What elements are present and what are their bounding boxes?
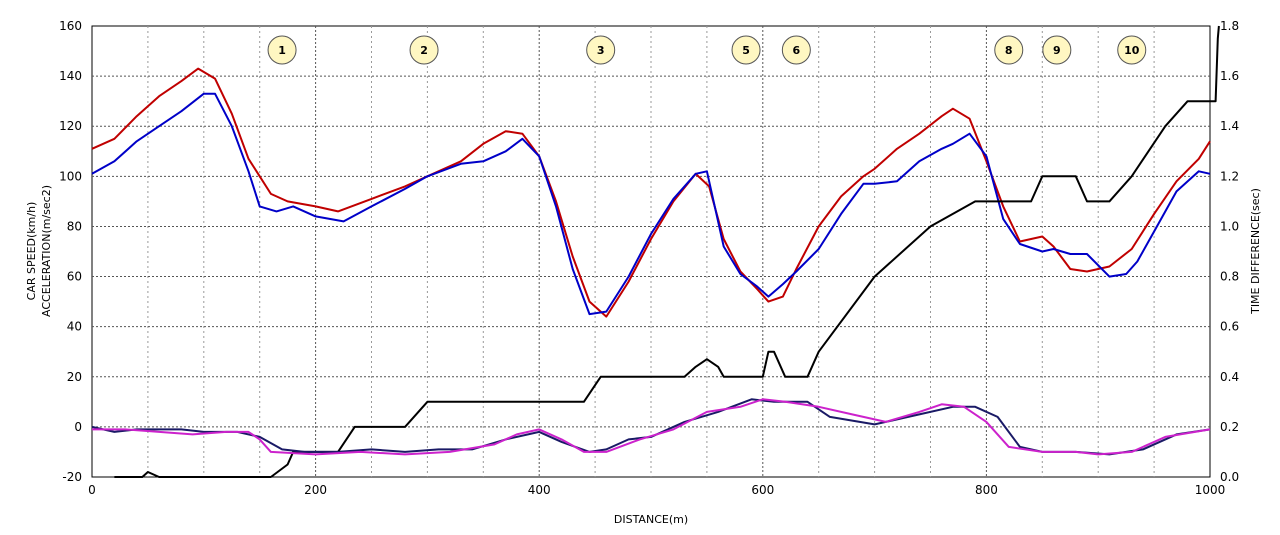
corner-marker-circle [1042, 35, 1072, 65]
y-axis-label-acceleration: ACCELERATION(m/sec2) [40, 185, 53, 317]
x-tick-label: 200 [304, 483, 327, 497]
corner-marker-label: 10 [1124, 44, 1140, 57]
y-left-tick-label: 0 [74, 420, 82, 434]
y-right-tick-label: 1.2 [1220, 169, 1239, 183]
y-axis-label-speed: CAR SPEED(km/h) [25, 202, 38, 301]
x-tick-label: 800 [975, 483, 998, 497]
y-left-tick-label: 160 [59, 19, 82, 33]
y-right-tick-label: 1.0 [1220, 219, 1239, 233]
corner-marker-circle [731, 35, 761, 65]
corner-marker-circle [586, 35, 616, 65]
corner-marker-label: 5 [742, 44, 750, 57]
y-left-tick-label: 120 [59, 119, 82, 133]
corner-marker-label: 1 [278, 44, 286, 57]
y-left-tick-label: 140 [59, 69, 82, 83]
y-right-tick-label: 0.6 [1220, 320, 1239, 334]
corner-marker-label: 8 [1005, 44, 1013, 57]
y-left-tick-label: 20 [67, 370, 82, 384]
series-line-5 [92, 398, 1211, 456]
corner-markers: 1 2 3 5 6 8 9 10 [267, 35, 1147, 65]
corner-marker-label: 6 [793, 44, 801, 57]
y-right-tick-label: 1.8 [1220, 19, 1239, 33]
y-right-tick-label: 1.4 [1220, 119, 1239, 133]
corner-marker-label: 9 [1053, 44, 1061, 57]
y-left-tick-label: 40 [67, 320, 82, 334]
corner-marker-circle [1117, 35, 1147, 65]
x-tick-label: 0 [88, 483, 96, 497]
x-tick-label: 600 [751, 483, 774, 497]
corner-marker-circle [267, 35, 297, 65]
corner-marker-circle [781, 35, 811, 65]
y-right-tick-label: 0.2 [1220, 420, 1239, 434]
x-axis-label: DISTANCE(m) [614, 513, 688, 526]
y-axis-label-time-difference: TIME DIFFERENCE(sec) [1249, 188, 1262, 315]
y-right-tick-label: 0.4 [1220, 370, 1239, 384]
y-left-tick-label: 100 [59, 169, 82, 183]
grid [92, 26, 1210, 477]
y-right-tick-label: 0.0 [1220, 470, 1239, 484]
series-line-4 [91, 398, 1211, 456]
series-line-2 [91, 92, 1211, 316]
corner-marker-circle [994, 35, 1024, 65]
x-tick-label: 1000 [1195, 483, 1226, 497]
y-right-tick-label: 1.6 [1220, 69, 1239, 83]
corner-marker-circle [409, 35, 439, 65]
tick-labels: 0 200 400 600 800 1000-2002040608010012014016… [59, 19, 1239, 497]
y-left-tick-label: 60 [67, 270, 82, 284]
corner-marker-label: 3 [597, 44, 605, 57]
y-right-tick-label: 0.8 [1220, 270, 1239, 284]
corner-marker-label: 2 [420, 44, 428, 57]
y-left-tick-label: -20 [62, 470, 82, 484]
x-tick-label: 400 [528, 483, 551, 497]
y-left-tick-label: 80 [67, 219, 82, 233]
series-lines [91, 25, 1220, 478]
